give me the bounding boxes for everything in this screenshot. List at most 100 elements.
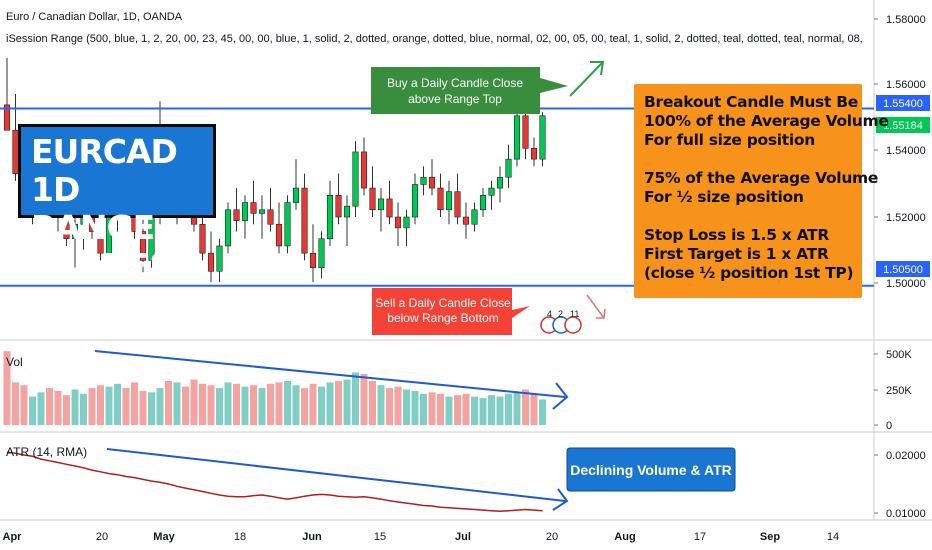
time-label: 18 [234,531,246,543]
candle-body [488,187,495,196]
volume-bar [377,385,385,425]
volume-bar [360,373,368,425]
candle-body [97,231,104,254]
rules-spacer [644,207,852,226]
price-tick: 1.54000 [886,145,926,157]
events-badge-icon[interactable]: 4 2 11 [540,309,582,334]
indicator-title[interactable]: iSession Range (500, blue, 1, 2, 20, 00,… [6,33,866,45]
time-axis[interactable]: Apr 20 May 18 Jun 15 Jul 20 Aug 17 Sep 1… [3,531,840,543]
atr-trend-line[interactable] [106,448,569,511]
candle [3,57,11,131]
volume-bar [301,388,308,425]
symbol-title[interactable]: Euro / Canadian Dollar, 1D, OANDA [6,11,183,23]
time-label: 14 [827,531,839,543]
candle [403,209,410,246]
candle-body [326,195,334,240]
volume-bar [454,395,461,425]
rules-line: For full size position [644,131,816,149]
volume-bar [462,393,470,425]
atr-series [6,451,543,513]
candle-body [411,184,419,218]
sell-callout-line2: below Range Bottom [387,311,498,325]
candle-body [539,115,546,160]
candle [267,188,274,232]
volume-bar [309,383,317,425]
candle-body [207,252,215,272]
rules-line: (close ½ position 1st TP) [644,264,854,282]
volume-bar [488,395,495,425]
candle [292,159,300,210]
candle-body [522,115,529,149]
candle [445,180,453,225]
candle [352,141,359,218]
range-bottom-price-label [876,261,930,277]
candle-body [292,187,300,203]
candle [284,195,291,254]
candle [71,217,79,268]
price-axis[interactable]: 1.58000 1.56000 1.54000 1.52000 1.50000 [874,14,926,290]
volume-bar [216,388,223,425]
events-count: 4 [547,309,552,319]
volume-bar [386,388,393,425]
volume-axis[interactable]: 500K 250K 0 [874,349,912,432]
volume-bars [3,351,546,425]
candle-body [258,209,266,214]
candle-body [394,216,402,229]
atr-tick: 0.02000 [886,450,926,462]
candle [462,202,470,239]
volume-bar [241,386,249,425]
candle-body [3,104,11,131]
volume-bar [343,379,351,425]
rules-line: Stop Loss is 1.5 x ATR [644,226,829,244]
price-tick: 1.58000 [886,14,926,26]
candle-body [71,223,79,240]
atr-axis[interactable]: 0.02000 0.01000 [874,450,926,520]
declining-callout: Declining Volume & ATR [566,447,736,492]
volume-bar [539,399,546,425]
candle-body [139,231,147,261]
candle-body [224,209,232,247]
candle-body [479,195,487,211]
title-line-2: RANGE TRADES [31,208,173,285]
candle [241,195,249,239]
volume-bar [148,392,155,425]
time-label: May [153,531,175,543]
candle [275,202,283,254]
volume-bar [275,382,283,425]
candle [471,202,478,232]
rules-box: Breakout Candle Must Be 100% of the Aver… [634,84,889,298]
volume-bar [513,392,521,425]
volume-bar [318,386,325,425]
volume-bar [3,351,11,425]
volume-tick: 0 [886,420,892,432]
volume-trend-line[interactable] [94,350,569,410]
volume-bar [29,396,36,425]
candle-body [352,151,359,207]
range-top-price-text: 1.55400 [883,98,923,110]
volume-bar [284,380,291,425]
volume-bar [420,393,427,425]
candle [301,173,308,261]
candle-body [462,216,470,225]
candle [318,231,325,279]
candle [420,166,427,196]
atr-line [6,451,543,513]
time-label: 20 [546,531,558,543]
candle [454,173,461,225]
volume-tick: 500K [886,349,912,361]
buy-callout-line2: above Range Top [408,92,502,106]
buy-arrow-icon [569,61,605,97]
candle-body [216,245,223,272]
title-line-1: EURCAD 1D [31,132,178,209]
candle [335,173,342,225]
candle [233,188,240,232]
candle-body [496,176,504,189]
volume-bar [71,389,79,425]
candle-body [454,191,461,218]
volume-bar [250,385,257,425]
volume-bar [471,396,478,425]
atr-tick: 0.01000 [886,508,926,520]
volume-bar [411,390,419,425]
volume-bar [105,386,113,425]
time-label: Jun [302,531,322,543]
